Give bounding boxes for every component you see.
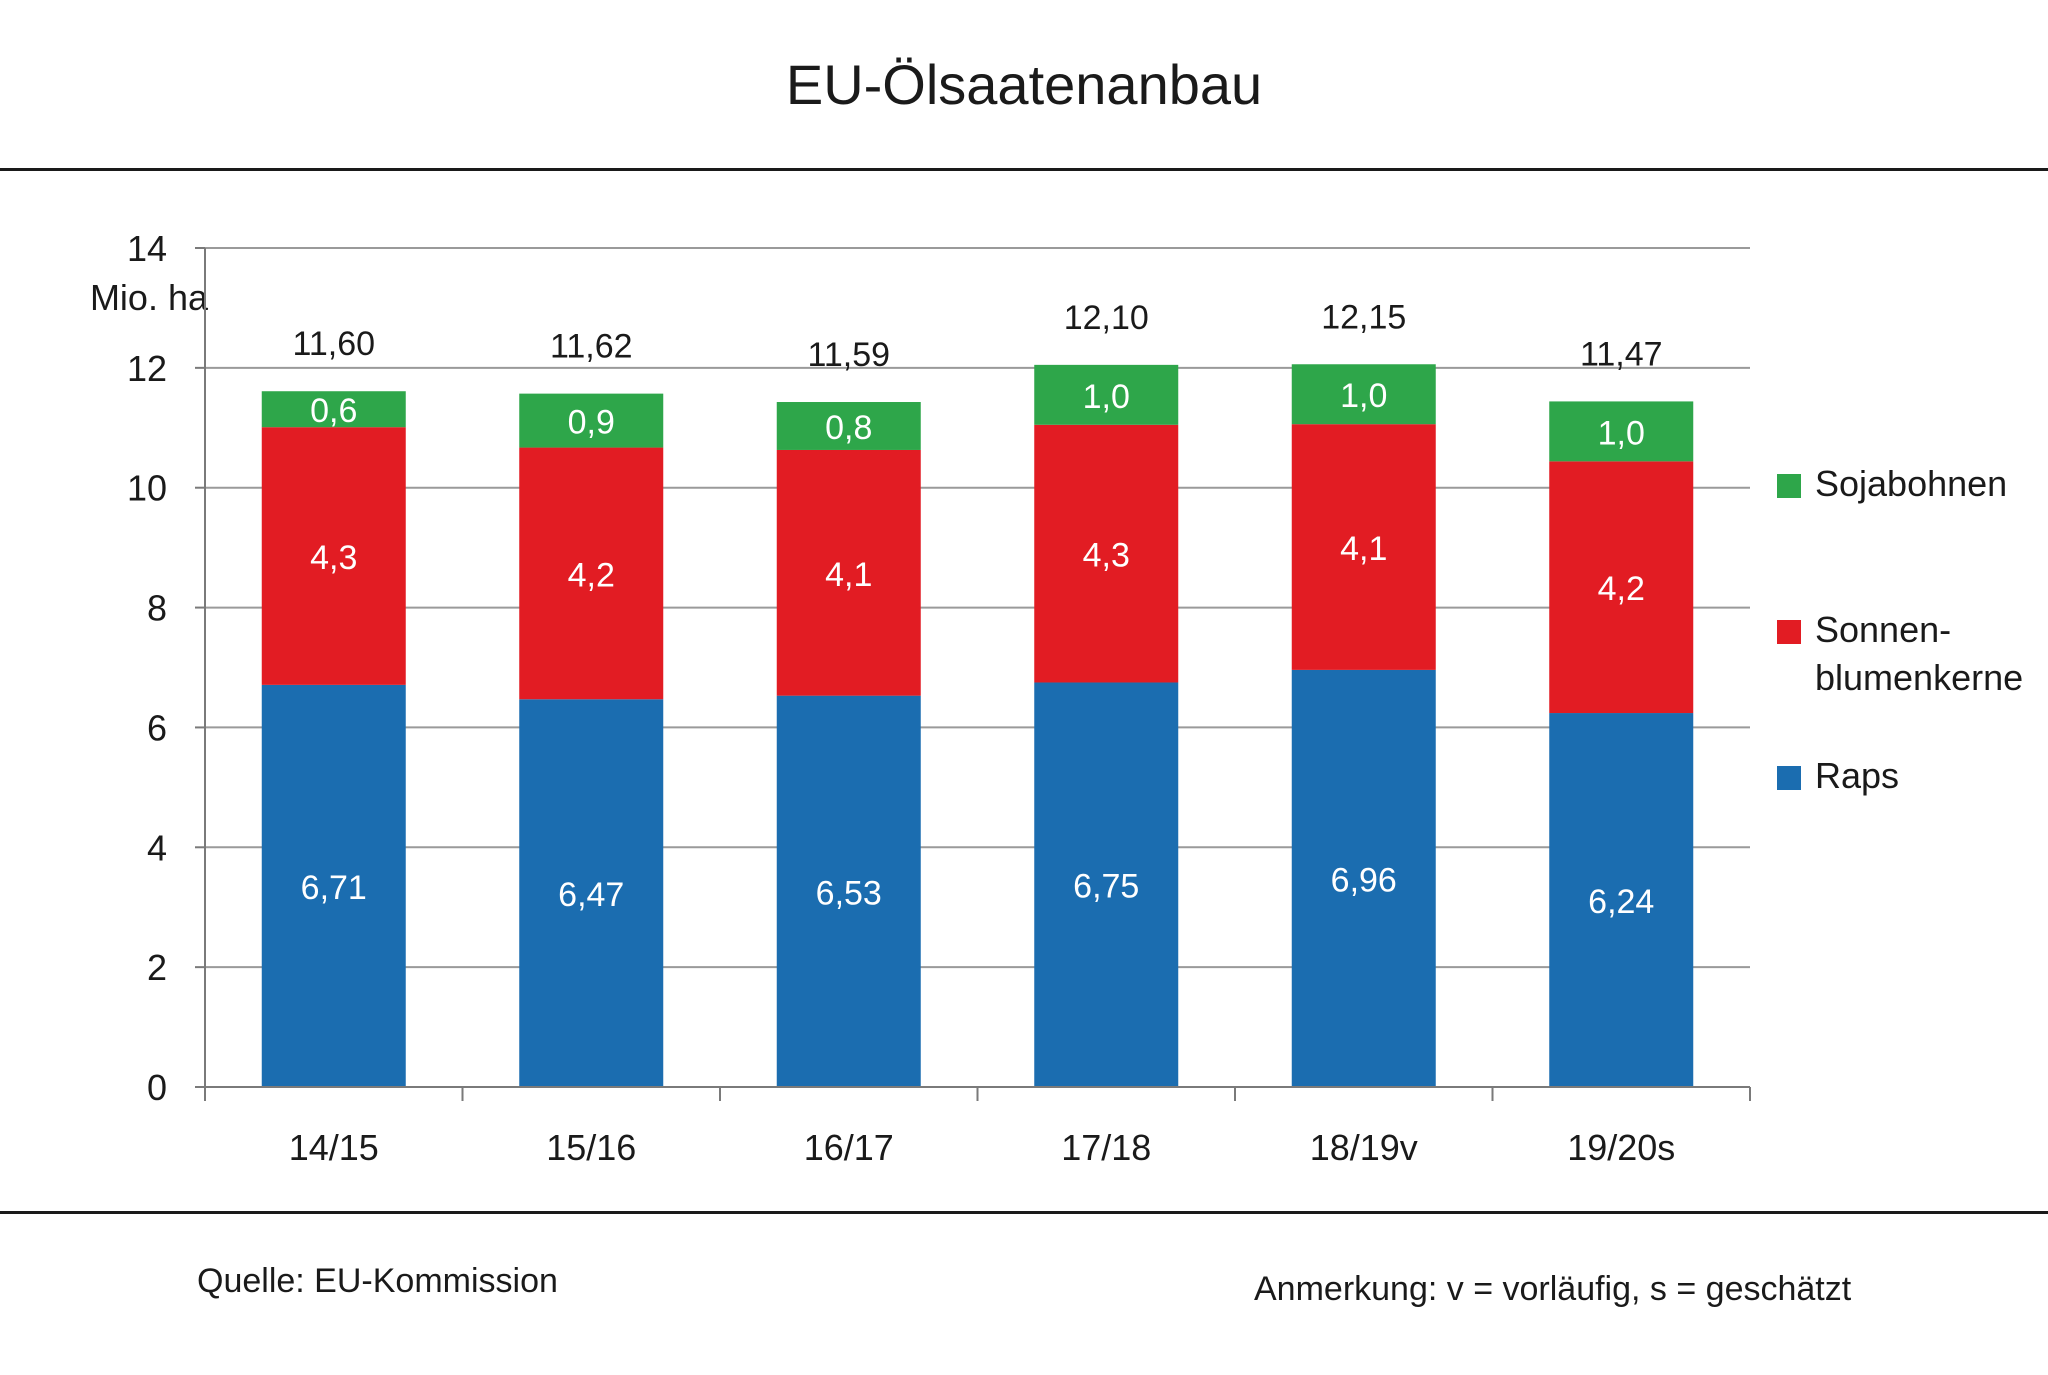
bar-value-label: 4,2 — [1598, 570, 1645, 608]
bar-segment — [776, 695, 921, 1087]
y-tick-label: 12 — [127, 348, 167, 389]
bar-segment — [519, 699, 664, 1087]
legend-label-sonnen: Sonnen- — [1815, 609, 1952, 650]
bar-value-label: 4,2 — [568, 556, 615, 594]
legend-swatch-sonnenblumenkerne — [1777, 620, 1801, 644]
bar-segment — [261, 427, 406, 685]
legend-label-blumenkerne: blumenkerne — [1815, 657, 2024, 698]
bar-total-label: 11,59 — [807, 336, 890, 374]
bar-segment — [261, 684, 406, 1087]
bar-total-label: 12,15 — [1321, 298, 1406, 336]
bar-value-label: 4,3 — [310, 539, 357, 577]
bar-total-label: 11,47 — [1580, 335, 1663, 373]
legend-item-sonnenblumenkerne: Sonnen- blumenkerne — [1777, 606, 2048, 702]
source-note: Quelle: EU-Kommission — [197, 1262, 558, 1300]
legend-swatch-sojabohnen — [1777, 474, 1801, 498]
bar-segment — [519, 447, 664, 700]
bar-value-label: 1,0 — [1340, 377, 1387, 415]
bar-value-label: 6,71 — [301, 869, 367, 907]
y-tick-label: 4 — [147, 827, 167, 868]
bar-value-label: 4,3 — [1083, 537, 1130, 575]
bar-value-label: 6,75 — [1073, 868, 1139, 906]
bar-total-label: 12,10 — [1064, 299, 1149, 337]
bar-value-label: 0,6 — [310, 392, 357, 430]
y-tick-label: 14 — [127, 228, 167, 269]
y-tick-label: 0 — [147, 1067, 167, 1108]
x-tick-label: 18/19v — [1310, 1127, 1418, 1168]
bar-segment — [776, 402, 921, 450]
y-tick-label: 10 — [127, 468, 167, 509]
bar-segment — [1291, 669, 1436, 1087]
y-tick-label: 2 — [147, 947, 167, 988]
bar-value-label: 1,0 — [1083, 378, 1130, 416]
bar-total-label: 11,62 — [550, 328, 633, 366]
y-tick-label: 8 — [147, 588, 167, 629]
bar-segment — [1549, 401, 1694, 462]
legend-label-raps: Raps — [1815, 755, 1900, 796]
bar-segment — [261, 391, 406, 428]
legend-item-raps: Raps — [1777, 752, 1899, 800]
bar-value-label: 6,24 — [1588, 883, 1654, 921]
x-tick-label: 17/18 — [1061, 1127, 1151, 1168]
legend-label-sojabohnen: Sojabohnen — [1815, 463, 2008, 504]
bar-segment — [519, 393, 664, 448]
bar-segment — [1034, 364, 1179, 425]
legend-label-sonnenblumenkerne: Sonnen- blumenkerne — [1815, 606, 2048, 702]
x-tick-label: 15/16 — [546, 1127, 636, 1168]
bar-segment — [1291, 424, 1436, 670]
bar-total-label: 11,60 — [292, 325, 375, 363]
legend-item-sojabohnen: Sojabohnen — [1777, 460, 2007, 508]
legend-swatch-raps — [1777, 766, 1801, 790]
bar-value-label: 0,8 — [825, 409, 872, 447]
chart-title: EU-Ölsaatenanbau — [785, 53, 1263, 116]
bar-segment — [1549, 713, 1694, 1087]
bar-segment — [776, 449, 921, 696]
bar-segment — [1291, 364, 1436, 425]
bar-value-label: 1,0 — [1598, 414, 1645, 452]
bar-value-label: 0,9 — [568, 404, 615, 442]
top-divider — [0, 168, 2048, 171]
abbreviation-note: Anmerkung: v = vorläufig, s = geschätzt — [1254, 1270, 1852, 1308]
bar-value-label: 6,47 — [558, 876, 624, 914]
bottom-divider — [0, 1211, 2048, 1214]
bar-segment — [1549, 461, 1694, 714]
bar-value-label: 6,96 — [1331, 861, 1397, 899]
bar-segment — [1034, 424, 1179, 683]
x-tick-label: 14/15 — [289, 1127, 379, 1168]
y-tick-label: 6 — [147, 707, 167, 748]
bar-segment — [1034, 682, 1179, 1087]
y-axis-label: Mio. ha — [90, 277, 209, 318]
bar-value-label: 4,1 — [825, 556, 872, 594]
x-tick-label: 19/20s — [1567, 1127, 1675, 1168]
bar-value-label: 4,1 — [1340, 530, 1387, 568]
x-tick-label: 16/17 — [804, 1127, 894, 1168]
bar-value-label: 6,53 — [816, 874, 882, 912]
